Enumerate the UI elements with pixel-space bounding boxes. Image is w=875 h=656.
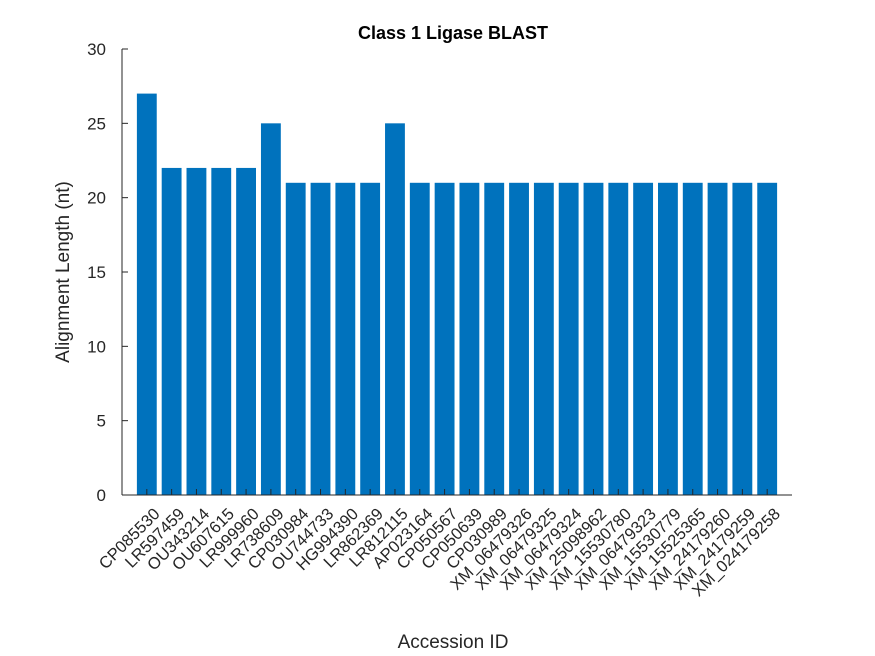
bar-lr738609 [260,123,281,495]
bar-xm-06479326 [509,182,529,496]
y-tick-label: 20 [87,189,106,208]
y-ticks-group: 0 5 10 15 20 25 30 [87,40,128,505]
bar-xm-06479324 [558,182,579,496]
x-axis-label: Accession ID [398,632,509,653]
bar-ou744733 [310,182,331,496]
bar-cp030989 [484,182,505,496]
bar-lr597459 [161,167,182,495]
bar-lr999960 [236,167,256,495]
bar-cp085530 [136,93,157,495]
bar-ou607615 [211,167,232,495]
bar-lr862369 [360,182,381,496]
y-tick-label: 15 [87,263,106,282]
bar-xm-024179258 [757,182,778,496]
bar-cp030984 [285,182,306,496]
bar-xm-24179260 [707,182,728,496]
y-axis-label: Alignment Length (nt) [53,181,74,363]
bar-xm-15530780 [608,182,629,496]
bar-hg994390 [335,182,356,496]
bar-cp050639 [459,182,480,496]
bar-lr812115 [385,123,405,495]
bar-xm-15525365 [682,182,703,496]
bar-xm-24179259 [732,182,753,496]
bar-xm-06479323 [633,182,654,496]
bars-group [136,93,778,496]
bar-ou343214 [186,167,207,495]
y-tick-label: 0 [97,486,106,505]
chart-title: Class 1 Ligase BLAST [358,23,548,43]
bar-xm-06479325 [533,182,554,496]
x-ticks-group: CP085530LR597459OU343214OU607615LR999960… [96,489,784,600]
bar-cp050567 [434,182,455,496]
y-tick-label: 30 [87,40,106,59]
bar-xm-25098962 [583,182,604,496]
y-tick-label: 5 [97,412,106,431]
y-tick-label: 25 [87,114,106,133]
bar-ap023164 [409,182,430,496]
y-tick-label: 10 [87,337,106,356]
bar-xm-15530779 [658,182,678,496]
